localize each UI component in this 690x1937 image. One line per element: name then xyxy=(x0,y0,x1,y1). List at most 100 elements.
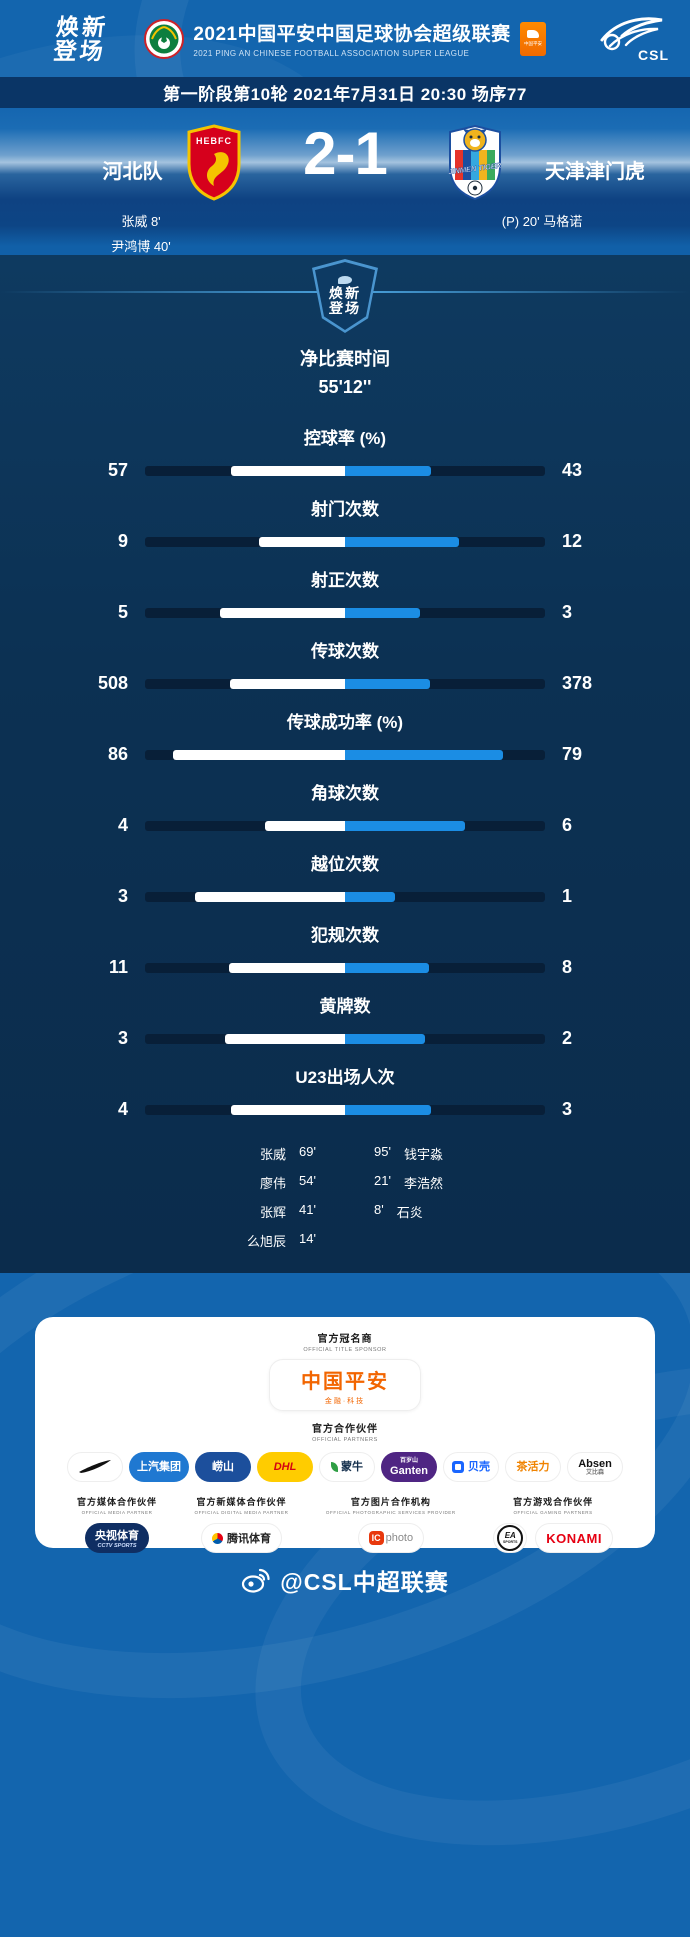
ganten-logo: 百岁山 Ganten xyxy=(381,1452,437,1482)
u23-player-entry: 张辉 41' xyxy=(260,1202,316,1220)
digital-media-partner-category: 官方新媒体合作伙伴 OFFICIAL DIGITAL MEDIA PARTNER… xyxy=(195,1495,289,1553)
icphoto-logo: IC photo xyxy=(357,1523,425,1553)
stat-bar-away-fill xyxy=(345,678,431,689)
league-subtitle: 2021 PING AN CHINESE FOOTBALL ASSOCIATIO… xyxy=(193,49,470,58)
stat-block: 控球率 (%) 57 43 xyxy=(0,424,690,495)
stat-label: 控球率 (%) xyxy=(303,429,387,448)
photo-partner-category: 官方图片合作机构 OFFICIAL PHOTOGRAPHIC SERVICES … xyxy=(326,1495,456,1553)
stat-home-value: 508 xyxy=(97,673,128,693)
stat-block: 角球次数 4 6 xyxy=(0,779,690,850)
stat-bar xyxy=(145,678,545,689)
u23-home-list: 张威 69' 廖伟 54' 张辉 41' 么旭辰 14' xyxy=(247,1144,316,1250)
stat-bar xyxy=(145,820,545,831)
cctv-sports-logo: 央视体育 CCTV SPORTS xyxy=(85,1523,149,1553)
net-play-time-value: 55'12'' xyxy=(318,377,372,397)
pentagon-text-line2: 登场 xyxy=(328,300,362,316)
away-team-name: 天津津门虎 xyxy=(545,161,645,183)
media-partner-category: 官方媒体合作伙伴 OFFICIAL MEDIA PARTNER 央视体育 CCT… xyxy=(77,1495,157,1553)
stat-bar-home-fill xyxy=(230,678,345,689)
stat-label: 犯规次数 xyxy=(311,926,379,945)
stat-bar-away-fill xyxy=(345,820,465,831)
pingan-mini-mark-icon xyxy=(526,30,539,38)
header: 焕新 登场 2021中国平安中国足球协会超级联赛 2021 PING AN CH… xyxy=(0,0,690,77)
stat-away-value: 6 xyxy=(562,815,573,835)
stat-label: 越位次数 xyxy=(311,855,379,874)
match-info-bar: 第一阶段第10轮 2021年7月31日 20:30 场序77 xyxy=(0,77,690,108)
score-separator: - xyxy=(335,120,356,187)
stat-away-value: 2 xyxy=(562,1028,573,1048)
stat-bar xyxy=(145,891,545,902)
absen-logo: Absen 艾比森 xyxy=(567,1452,623,1482)
weibo-handle: @CSL中超联赛 xyxy=(280,1568,449,1595)
csl-mini-mark-icon xyxy=(338,276,352,284)
stat-bar-away-fill xyxy=(345,749,503,760)
score: 2-1 xyxy=(0,122,690,186)
league-title: 2021中国平安中国足球协会超级联赛 xyxy=(193,24,511,45)
gaming-partner-category: 官方游戏合作伙伴 OFFICIAL GAMING PARTNERS EA SPO… xyxy=(493,1495,613,1553)
stat-bar xyxy=(145,1104,545,1115)
scoreboard: 河北队 HEBFC 2-1 JINMEN TIGER 天津津门虎 张威 8' 尹鸿… xyxy=(0,108,690,255)
dhl-logo: DHL xyxy=(257,1452,313,1482)
home-team-badge-icon: HEBFC xyxy=(187,124,241,201)
stat-block: 射门次数 9 12 xyxy=(0,495,690,566)
u23-player-entry: 95' 钱宇淼 xyxy=(374,1144,443,1162)
away-scorers: (P) 20' 马格诺 xyxy=(394,211,690,230)
stat-bar-away-fill xyxy=(345,465,431,476)
stat-block: 黄牌数 3 2 xyxy=(0,992,690,1063)
stat-away-value: 12 xyxy=(562,531,583,551)
partner-categories-row: 官方媒体合作伙伴 OFFICIAL MEDIA PARTNER 央视体育 CCT… xyxy=(35,1495,655,1553)
stat-bar-home-fill xyxy=(265,820,345,831)
partner-logos-row: 上汽集团 崂山 DHL 蒙牛 百岁山 Ganten 贝壳 茶活力 xyxy=(35,1452,655,1482)
stat-home-value: 5 xyxy=(117,602,128,622)
title-sponsor-label: 官方冠名商 OFFICIAL TITLE SPONSOR xyxy=(303,1334,387,1353)
league-crest-icon xyxy=(144,18,185,59)
stat-home-value: 11 xyxy=(108,957,128,977)
stats-panel: 焕新 登场 净比赛时间 55'12'' 控球率 (%) 57 43 射门次数 9 xyxy=(0,255,690,1273)
stat-label: 射正次数 xyxy=(311,571,379,590)
stat-block: 射正次数 5 3 xyxy=(0,566,690,637)
stat-away-value: 8 xyxy=(562,957,573,977)
svg-text:CSL: CSL xyxy=(638,47,668,63)
stat-bar xyxy=(145,1033,545,1044)
stat-bar-away-fill xyxy=(345,891,395,902)
pingan-mini-text: 中国平安 xyxy=(523,41,542,47)
stat-bar-home-fill xyxy=(259,536,345,547)
scorer-entry: (P) 20' 马格诺 xyxy=(501,214,583,229)
stat-bar-home-fill xyxy=(173,749,345,760)
stat-label: 黄牌数 xyxy=(319,997,371,1016)
stat-home-value: 3 xyxy=(117,1028,128,1048)
weibo-icon xyxy=(242,1568,270,1593)
u23-player-entry: 么旭辰 14' xyxy=(247,1231,316,1249)
stat-away-value: 3 xyxy=(562,602,573,622)
pentagon-text-line1: 焕新 xyxy=(328,285,362,301)
stat-rows: 控球率 (%) 57 43 射门次数 9 12 射正次数 5 xyxy=(0,424,690,1134)
stat-away-value: 79 xyxy=(562,744,583,764)
stat-bar xyxy=(145,749,545,760)
stat-bar-home-fill xyxy=(195,891,345,902)
away-team-badge-icon: JINMEN TIGER xyxy=(447,124,502,201)
stat-label: 传球次数 xyxy=(311,642,379,661)
home-scorers: 张威 8' 尹鸿博 40' xyxy=(0,211,282,255)
stat-block: 传球次数 508 378 xyxy=(0,637,690,708)
stat-bar-home-fill xyxy=(231,465,345,476)
stat-block: U23出场人次 4 3 xyxy=(0,1063,690,1134)
svg-text:HEBFC: HEBFC xyxy=(196,136,232,146)
stat-label: U23出场人次 xyxy=(295,1068,395,1087)
stat-home-value: 3 xyxy=(117,886,128,906)
chahuoli-logo: 茶活力 xyxy=(505,1452,561,1482)
stat-bar-home-fill xyxy=(229,962,345,973)
stat-label: 传球成功率 (%) xyxy=(286,713,404,732)
stat-away-value: 378 xyxy=(562,673,593,693)
nike-logo xyxy=(67,1452,123,1482)
beike-shell-icon xyxy=(452,1461,464,1473)
stat-block: 传球成功率 (%) 86 79 xyxy=(0,708,690,779)
ea-sports-logo: EA SPORTS xyxy=(493,1523,528,1553)
stat-label: 射门次数 xyxy=(311,500,379,519)
stat-away-value: 43 xyxy=(562,460,583,480)
stat-home-value: 9 xyxy=(117,531,128,551)
laoshan-logo: 崂山 xyxy=(195,1452,251,1482)
stat-bar xyxy=(145,536,545,547)
stat-home-value: 57 xyxy=(107,460,128,480)
konami-logo: KONAMI xyxy=(535,1523,613,1553)
mengniu-logo: 蒙牛 xyxy=(319,1452,375,1482)
